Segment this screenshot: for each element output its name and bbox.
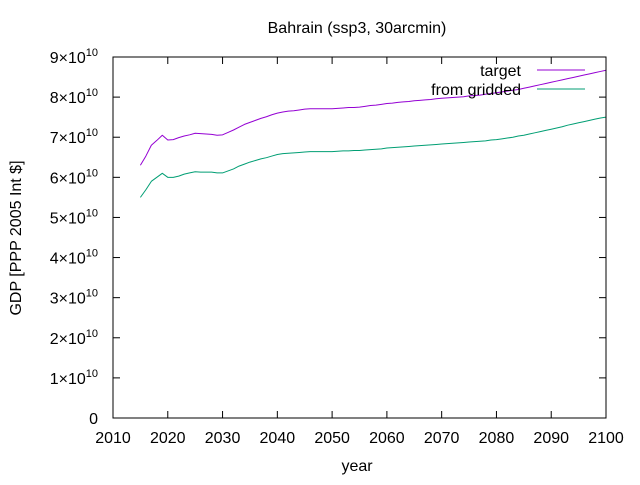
y-tick-label: 7×1010 — [50, 127, 98, 147]
plot-frame — [112, 56, 607, 419]
y-tick-label: 9×1010 — [50, 47, 98, 67]
y-tick-label-mantissa: 4×10 — [50, 251, 86, 268]
y-tick-label-mantissa: 3×10 — [50, 291, 86, 308]
y-tick-label-exponent: 10 — [86, 248, 98, 260]
y-tick-label: 5×1010 — [50, 207, 98, 227]
y-tick-label-exponent: 10 — [86, 47, 98, 59]
series-line-target — [139, 69, 607, 166]
y-tick-label-mantissa: 6×10 — [50, 170, 86, 187]
x-tick-label: 2020 — [150, 430, 186, 447]
y-tick-label-mantissa: 1×10 — [50, 371, 86, 388]
legend-label: from gridded — [431, 82, 521, 99]
chart-title: Bahrain (ssp3, 30arcmin) — [268, 20, 447, 37]
legend: target from gridded — [431, 63, 585, 99]
x-axis-label: year — [341, 458, 373, 475]
x-tick-label: 2050 — [314, 430, 350, 447]
y-tick-label-mantissa: 8×10 — [50, 90, 86, 107]
x-tick-label: 2070 — [424, 430, 460, 447]
y-tick-label-mantissa: 5×10 — [50, 210, 86, 227]
y-tick-label-exponent: 10 — [86, 127, 98, 139]
y-tick-label-exponent: 10 — [86, 167, 98, 179]
y-tick-label-exponent: 10 — [86, 87, 98, 99]
y-tick-label-exponent: 10 — [86, 207, 98, 219]
y-tick-label-mantissa: 9×10 — [50, 50, 86, 67]
y-tick-label: 8×1010 — [50, 87, 98, 107]
y-tick-label: 3×1010 — [50, 288, 98, 308]
y-tick-label-exponent: 10 — [86, 368, 98, 380]
series-line-from-gridded — [139, 116, 607, 198]
y-tick-label-exponent: 10 — [86, 288, 98, 300]
y-tick-label: 0 — [89, 411, 98, 428]
legend-label: target — [480, 63, 521, 80]
y-tick-label-mantissa: 0 — [89, 411, 98, 428]
y-tick-label: 6×1010 — [50, 167, 98, 187]
x-tick-label: 2040 — [260, 430, 296, 447]
x-tick-label: 2090 — [533, 430, 569, 447]
x-tick-label: 2030 — [205, 430, 241, 447]
y-tick-label-mantissa: 7×10 — [50, 130, 86, 147]
y-tick-label-exponent: 10 — [86, 328, 98, 340]
y-tick-label-mantissa: 2×10 — [50, 331, 86, 348]
y-tick-label: 2×1010 — [50, 328, 98, 348]
y-axis-ticks: 01×10102×10103×10104×10105×10106×10107×1… — [50, 47, 606, 428]
x-tick-label: 2010 — [95, 430, 131, 447]
y-tick-label: 4×1010 — [50, 248, 98, 268]
x-tick-label: 2060 — [369, 430, 405, 447]
x-axis-ticks: 2010 2020 2030 2040 2050 2060 2070 2080 2090 2100 — [95, 57, 624, 447]
x-tick-label: 2080 — [479, 430, 515, 447]
y-axis-label: GDP [PPP 2005 Int $] — [8, 160, 25, 315]
y-tick-label: 1×1010 — [50, 368, 98, 388]
series-lines — [139, 69, 607, 198]
x-tick-label: 2100 — [588, 430, 624, 447]
